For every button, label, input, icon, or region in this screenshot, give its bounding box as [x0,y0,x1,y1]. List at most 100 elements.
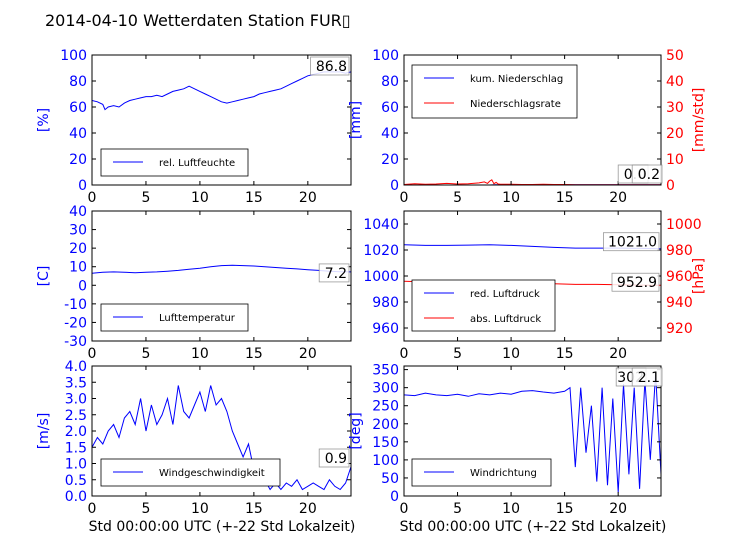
y-tick-label: 0 [78,178,87,194]
y2-tick-label: 960 [666,269,693,285]
x-tick-label: 5 [141,190,150,206]
y2-tick-label: 980 [666,243,693,259]
y-tick-label: 1000 [363,269,399,285]
panel-precipitation: 0 5 10 15 20 0 20 40 60 80 100 0 10 20 30 40 50 [mm] [mm/s… [348,48,707,206]
y-tick-label: 80 [69,74,87,90]
last-value-box [631,367,663,387]
y2-tick-label: 30 [666,100,684,116]
y-tick-label: 0 [390,489,399,505]
legend-entry: Windgeschwindigkeit [159,468,265,479]
y-tick-label: 0.0 [65,489,87,505]
last-value-label: 7.2 [325,266,347,282]
y2-tick-label: 50 [666,48,684,64]
axes-frame [91,54,352,186]
series-line-windrichtung [404,373,661,493]
y-tick-label: 80 [381,74,399,90]
x-tick-label: 20 [299,501,317,517]
y-tick-label: 1040 [363,217,399,233]
x-tick-label: 10 [502,190,520,206]
x-tick-label: 0 [400,190,409,206]
x-tick-label: 20 [609,190,627,206]
x-tick-label: 15 [556,501,574,517]
y2-tick-label: 0 [666,178,675,194]
x-tick-label: 5 [453,346,462,362]
x-tick-label: 20 [299,346,317,362]
y-axis-label: [C] [36,266,52,287]
y-tick-label: 200 [372,417,399,433]
x-tick-label: 15 [245,501,263,517]
panel-wind_speed: 0 5 10 15 20 0.00.51.01.52.02.53.03.54.0 [m/s]… [36,359,352,517]
legend-entry: Lufttemperatur [159,313,236,324]
y-tick-label: 3.0 [65,392,87,408]
y2-axis-label: [mm/std] [691,88,707,153]
last-value-box [310,56,350,76]
y-tick-label: 20 [381,152,399,168]
y-tick-label: 150 [372,435,399,451]
x-tick-label: 0 [88,346,97,362]
panel-temperature: 0 5 10 15 20 -30 -20 -10 0 10 20 30 40 [C] Lufttempera… [36,204,352,362]
axes-frame [403,365,662,497]
y-tick-label: 1020 [363,243,399,259]
panel-wind_direction: 0 5 10 15 20050100150200250300350[deg]Windri… [348,363,663,517]
y-tick-label: 960 [372,321,399,337]
y2-axis-label: [hPa] [691,258,707,294]
y-tick-label: 100 [372,453,399,469]
x-tick-label: 5 [453,190,462,206]
y-tick-label: -30 [64,334,87,350]
x-tick-label: 5 [141,501,150,517]
y-tick-label: 300 [372,381,399,397]
legend-entry: kum. Niederschlag [470,74,563,85]
x-tick-label: 0 [88,501,97,517]
x-tick-label: 15 [556,346,574,362]
y-tick-label: 0 [390,178,399,194]
y-tick-label: 30 [69,223,87,239]
y-axis-label: [deg] [348,412,364,449]
y-tick-label: 250 [372,399,399,415]
last-value-box [611,272,660,292]
x-tick-label: 0 [400,501,409,517]
y-tick-label: 2.0 [65,424,87,440]
y-tick-label: 0.5 [65,473,87,489]
y-tick-label: 1.0 [65,457,87,473]
last-value-label: 952.9 [617,275,657,291]
y-tick-label: 100 [372,48,399,64]
last-value-label: 1021.0 [608,235,657,251]
figure-title: 2014-04-10 Wetterdaten Station FUR▯ [45,11,351,30]
series-line-windgeschwindigkeit [92,385,351,491]
y-tick-label: 60 [69,100,87,116]
x-tick-label: 20 [609,346,627,362]
last-value-label: 86.8 [316,59,347,75]
legend-entry: Windrichtung [470,468,537,479]
x-axis-label-right: Std 00:00:00 UTC (+-22 Std Lokalzeit) [400,519,667,535]
x-tick-label: 20 [299,190,317,206]
series-line-lufttemperatur [92,264,351,274]
x-tick-label: 0 [88,190,97,206]
x-axis-label-left: Std 00:00:00 UTC (+-22 Std Lokalzeit) [89,519,356,535]
y-tick-label: 350 [372,363,399,379]
y-tick-label: -10 [64,297,87,313]
last-value-label: 0.9 [325,451,347,467]
legend-entry: Niederschlagsrate [470,99,561,110]
x-tick-label: 15 [556,190,574,206]
last-value-label: 0.2 [638,167,660,183]
x-tick-label: 10 [502,346,520,362]
y2-tick-label: 1000 [666,217,702,233]
y-axis-label: [%] [36,108,52,132]
x-tick-label: 10 [191,346,209,362]
y-tick-label: -20 [64,315,87,331]
x-tick-label: 10 [502,501,520,517]
y-tick-label: 40 [69,204,87,220]
panel-humidity: 0 5 10 15 20 0 20 40 60 80 100 [%] rel. Luftfeuchte 8… [36,48,352,206]
y-tick-label: 20 [69,241,87,257]
y-tick-label: 50 [381,471,399,487]
y-tick-label: 60 [381,100,399,116]
last-value-box [631,164,663,184]
y2-tick-label: 940 [666,295,693,311]
legend-entry: abs. Luftdruck [470,314,541,325]
y-tick-label: 0 [78,278,87,294]
y2-tick-label: 10 [666,152,684,168]
legend-entry: rel. Luftfeuchte [159,158,235,169]
x-tick-label: 20 [609,501,627,517]
x-tick-label: 15 [245,346,263,362]
